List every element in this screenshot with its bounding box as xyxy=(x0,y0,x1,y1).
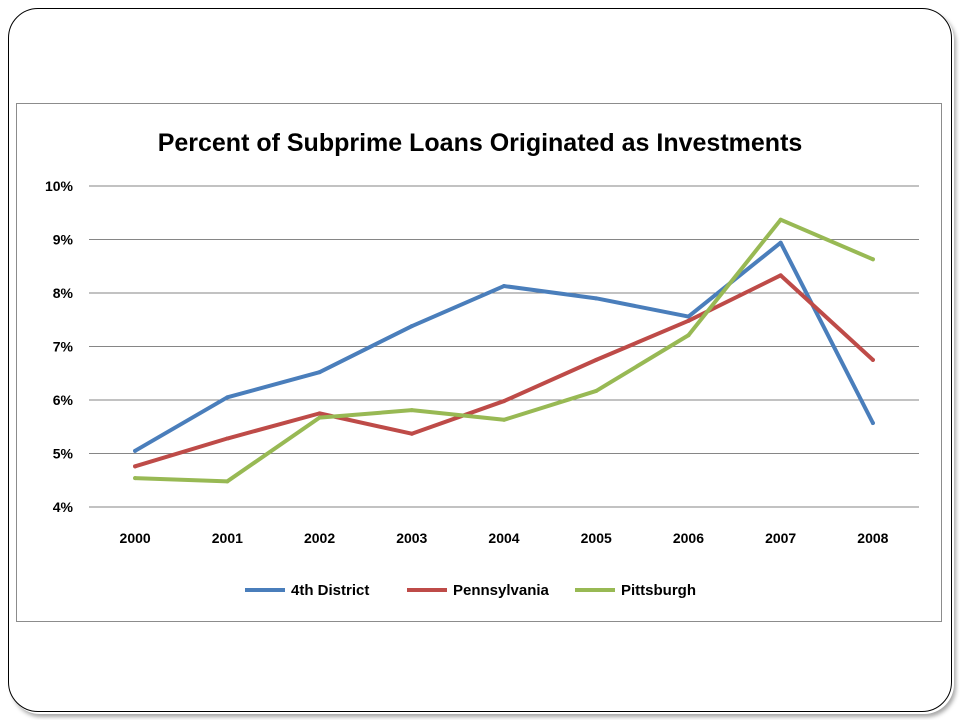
data-point xyxy=(870,257,875,262)
data-point xyxy=(686,314,691,319)
data-point xyxy=(594,357,599,362)
x-tick-label: 2004 xyxy=(488,530,519,546)
data-point xyxy=(778,240,783,245)
data-point xyxy=(778,217,783,222)
data-point xyxy=(133,464,138,469)
legend-label: Pittsburgh xyxy=(621,582,696,599)
y-tick-label: 6% xyxy=(53,392,74,408)
data-point xyxy=(686,318,691,323)
series-line-pennsylvania xyxy=(133,273,875,469)
data-point xyxy=(225,479,230,484)
data-point xyxy=(870,357,875,362)
data-point xyxy=(502,399,506,404)
data-point xyxy=(317,370,322,375)
data-point xyxy=(409,408,414,413)
legend-label: 4th District xyxy=(291,582,369,599)
x-tick-label: 2002 xyxy=(304,530,335,546)
data-point xyxy=(409,324,414,329)
y-tick-label: 8% xyxy=(53,285,74,301)
data-point xyxy=(317,415,322,420)
x-tick-label: 2003 xyxy=(396,530,427,546)
data-point xyxy=(686,333,691,338)
x-tick-label: 2008 xyxy=(857,530,888,546)
x-tick-label: 2007 xyxy=(765,530,796,546)
y-tick-label: 7% xyxy=(53,339,74,355)
data-point xyxy=(133,448,138,453)
chart-title: Percent of Subprime Loans Originated as … xyxy=(158,129,803,157)
data-point xyxy=(502,284,506,289)
y-tick-label: 4% xyxy=(53,499,74,515)
x-tick-label: 2000 xyxy=(120,530,151,546)
x-tick-label: 2001 xyxy=(212,530,243,546)
y-tick-label: 5% xyxy=(53,446,74,462)
data-point xyxy=(594,296,599,301)
x-tick-label: 2005 xyxy=(581,530,612,546)
legend: 4th District Pennsylvania Pittsburgh xyxy=(245,582,696,599)
data-point xyxy=(778,273,783,278)
gridlines xyxy=(89,185,919,508)
data-point xyxy=(594,388,599,393)
line-chart: Percent of Subprime Loans Originated as … xyxy=(45,129,919,599)
y-tick-label: 9% xyxy=(53,232,74,248)
legend-label: Pennsylvania xyxy=(453,582,550,599)
x-axis-tick-labels: 2000 2001 2002 2003 2004 2005 2006 2007 2008 xyxy=(120,530,889,546)
chart-container: Percent of Subprime Loans Originated as … xyxy=(16,103,942,622)
data-point xyxy=(225,395,230,400)
data-point xyxy=(409,431,414,436)
data-point xyxy=(133,476,138,481)
data-point xyxy=(225,436,230,441)
data-point xyxy=(317,411,322,416)
data-point xyxy=(870,421,875,426)
series-lines xyxy=(133,217,875,484)
y-axis-tick-labels: 4% 5% 6% 7% 8% 9% 10% xyxy=(45,178,74,515)
y-tick-label: 10% xyxy=(45,178,74,194)
x-tick-label: 2006 xyxy=(673,530,704,546)
data-point xyxy=(502,417,506,422)
